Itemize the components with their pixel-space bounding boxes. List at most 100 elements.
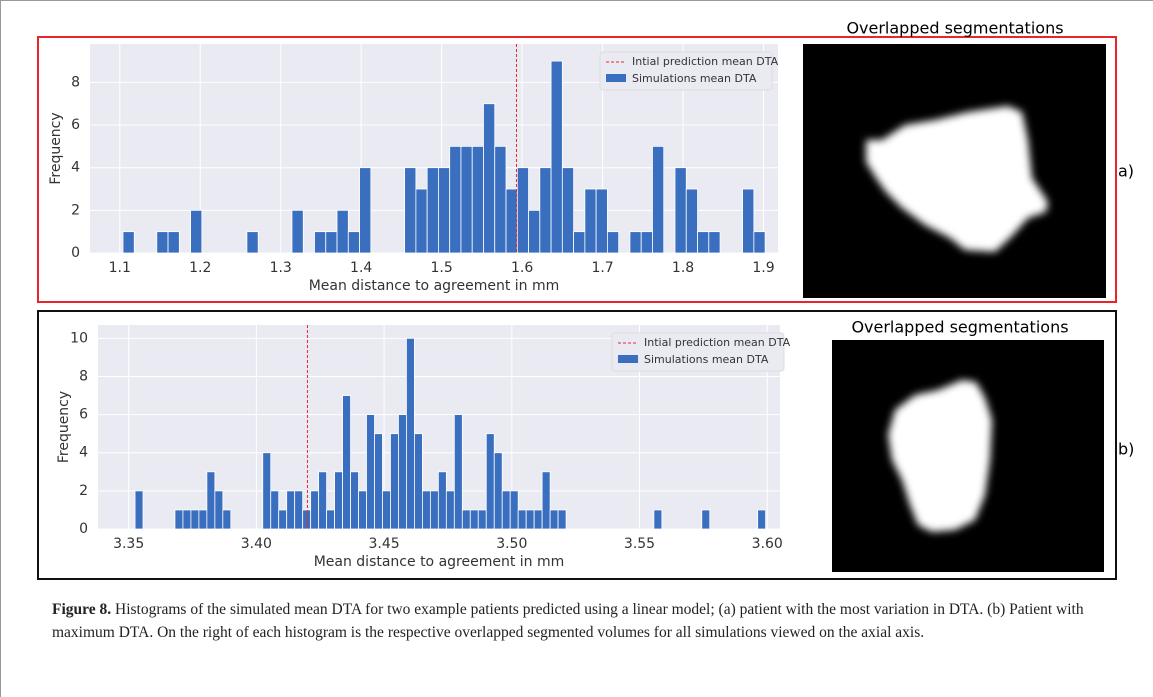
- histogram-bar: [506, 189, 517, 253]
- histogram-bar: [585, 189, 596, 253]
- x-tick-label: 1.3: [270, 260, 292, 276]
- legend-swatch: [606, 74, 626, 82]
- histogram-bar: [654, 510, 662, 529]
- histogram-bar: [351, 472, 359, 529]
- histogram-bar: [375, 434, 383, 529]
- histogram-bar: [534, 510, 542, 529]
- histogram-bar: [630, 232, 641, 253]
- x-tick-label: 3.40: [241, 536, 272, 552]
- histogram-bar: [319, 472, 327, 529]
- histogram-bar: [157, 232, 168, 253]
- y-tick-label: 8: [79, 368, 88, 384]
- histogram-bar: [416, 189, 427, 253]
- histogram-bar: [175, 510, 183, 529]
- histogram-bar: [518, 510, 526, 529]
- legend-label: Intial prediction mean DTA: [644, 336, 791, 349]
- legend-label: Intial prediction mean DTA: [632, 55, 779, 68]
- histogram-bar: [326, 232, 337, 253]
- histogram-bar: [502, 491, 510, 529]
- y-tick-label: 4: [79, 445, 88, 461]
- histogram-bar: [486, 434, 494, 529]
- histogram-bar: [359, 491, 367, 529]
- histogram-bar: [461, 146, 472, 253]
- histogram-bar: [271, 491, 279, 529]
- x-tick-label: 1.5: [431, 260, 453, 276]
- x-tick-label: 1.4: [350, 260, 372, 276]
- y-axis-label: Frequency: [56, 391, 72, 463]
- histogram-bar: [215, 491, 223, 529]
- histogram-bar: [529, 210, 540, 253]
- histogram-bar: [551, 61, 562, 253]
- histogram-bar: [526, 510, 534, 529]
- histogram-bar: [758, 510, 766, 529]
- y-tick-label: 2: [79, 483, 88, 499]
- histogram-bar: [335, 472, 343, 529]
- y-axis-label: Frequency: [48, 112, 64, 184]
- histogram-bar: [438, 168, 449, 253]
- histogram-bar: [303, 510, 311, 529]
- caption: Figure 8. Histograms of the simulated me…: [52, 598, 1127, 644]
- x-tick-label: 1.6: [511, 260, 533, 276]
- histogram-bar: [360, 168, 371, 253]
- y-tick-label: 2: [71, 202, 80, 218]
- histogram-bar: [517, 168, 528, 253]
- histogram-bar: [191, 210, 202, 253]
- x-tick-label: 3.60: [752, 536, 783, 552]
- histogram-bar: [414, 434, 422, 529]
- histogram-bar: [427, 168, 438, 253]
- histogram-bar: [574, 232, 585, 253]
- histogram-bar: [472, 146, 483, 253]
- histogram-bar: [470, 510, 478, 529]
- figure: Overlapped segmentations a) Overlapped s…: [0, 0, 1153, 697]
- x-tick-label: 1.8: [672, 260, 694, 276]
- histogram-bar: [348, 232, 359, 253]
- y-tick-label: 6: [71, 117, 80, 133]
- histogram-bar: [709, 232, 720, 253]
- histogram-bar: [337, 210, 348, 253]
- x-tick-label: 1.7: [591, 260, 613, 276]
- histogram-bar: [702, 510, 710, 529]
- histogram-bar: [343, 396, 351, 529]
- histogram-bar: [327, 510, 335, 529]
- histogram-bar: [191, 510, 199, 529]
- histogram-bar: [183, 510, 191, 529]
- legend-label: Simulations mean DTA: [644, 353, 769, 366]
- histogram-bar: [135, 491, 143, 529]
- y-tick-label: 6: [79, 407, 88, 423]
- histogram-bar: [743, 189, 754, 253]
- histogram-bar: [367, 415, 375, 529]
- histogram-bar: [405, 168, 416, 253]
- caption-label: Figure 8.: [52, 601, 111, 618]
- histogram-bar: [422, 491, 430, 529]
- histogram-bar: [652, 146, 663, 253]
- x-tick-label: 1.9: [752, 260, 774, 276]
- y-tick-label: 0: [71, 245, 80, 261]
- y-tick-label: 4: [71, 160, 80, 176]
- histogram-bar: [311, 491, 319, 529]
- histogram-bar: [406, 338, 414, 529]
- histogram-bar: [542, 472, 550, 529]
- histogram-bar: [168, 232, 179, 253]
- histogram-bar: [483, 104, 494, 253]
- y-tick-label: 0: [79, 521, 88, 537]
- x-tick-label: 3.45: [368, 536, 399, 552]
- caption-text: Histograms of the simulated mean DTA for…: [52, 601, 1084, 641]
- legend-swatch: [618, 355, 638, 363]
- histogram-bar: [495, 146, 506, 253]
- x-tick-label: 3.35: [113, 536, 144, 552]
- panel-label: b): [1118, 440, 1134, 459]
- image-title: Overlapped segmentations: [846, 19, 1063, 38]
- histogram-bar: [462, 510, 470, 529]
- histogram-bar: [698, 232, 709, 253]
- histogram-bar: [123, 232, 134, 253]
- histogram-bar: [279, 510, 287, 529]
- histogram-bar: [558, 510, 566, 529]
- x-tick-label: 1.2: [189, 260, 211, 276]
- histogram-bar: [263, 453, 271, 529]
- legend-label: Simulations mean DTA: [632, 72, 757, 85]
- histogram-bar: [478, 510, 486, 529]
- histogram-bar: [382, 491, 390, 529]
- histogram-bar: [398, 415, 406, 529]
- x-tick-label: 3.55: [624, 536, 655, 552]
- histogram-bar: [641, 232, 652, 253]
